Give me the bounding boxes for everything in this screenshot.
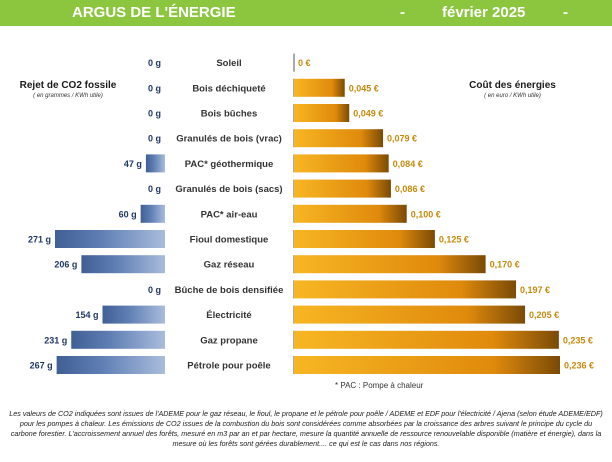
category-label: Électricité <box>206 310 251 321</box>
title-separator-left: - <box>400 4 405 21</box>
co2-value-label: 271 g <box>28 235 51 245</box>
category-label: Bûche de bois densifiée <box>175 285 284 296</box>
cost-value-label: 0,079 € <box>387 134 417 144</box>
cost-bar <box>294 280 517 299</box>
cost-bar <box>294 179 391 198</box>
cost-bar <box>294 204 407 223</box>
co2-value-label: 60 g <box>119 209 137 219</box>
category-label: PAC* géothermique <box>185 159 274 170</box>
cost-value-label: 0,086 € <box>395 184 425 194</box>
category-label: Soleil <box>216 58 241 69</box>
co2-value-label: 0 g <box>148 184 161 194</box>
cost-bar <box>294 78 345 97</box>
category-label: Gaz réseau <box>204 260 255 271</box>
category-label: PAC* air-eau <box>201 209 258 220</box>
cost-value-label: 0,170 € <box>490 260 520 270</box>
cost-bar <box>294 305 526 324</box>
co2-value-label: 0 g <box>148 83 161 93</box>
category-label: Pétrole pour poêle <box>187 361 270 372</box>
cost-value-label: 0,205 € <box>529 310 559 320</box>
co2-bar <box>145 154 165 173</box>
co2-value-label: 231 g <box>44 335 67 345</box>
cost-bar <box>294 230 435 248</box>
cost-bar <box>294 330 559 349</box>
category-label: Fioul domestique <box>190 235 269 246</box>
cost-bar <box>294 356 560 374</box>
co2-bar <box>56 356 166 374</box>
co2-bar <box>140 204 165 223</box>
co2-panel-subtitle: ( en grammes / KWh utile) <box>33 93 103 99</box>
cost-bar <box>294 255 486 274</box>
co2-value-label: 0 g <box>148 285 161 295</box>
cost-value-label: 0,049 € <box>353 109 383 119</box>
co2-value-label: 154 g <box>75 310 98 320</box>
title-separator-right: - <box>563 4 568 21</box>
date-label: février 2025 <box>442 4 526 21</box>
co2-bar <box>71 330 165 349</box>
cost-bar <box>294 104 350 122</box>
sources-note: Les valeurs de CO2 indiquées sont issues… <box>9 409 603 448</box>
cost-value-label: 0,236 € <box>564 361 594 371</box>
co2-bar <box>102 305 165 324</box>
co2-value-label: 47 g <box>124 159 142 169</box>
cost-value-label: 0,045 € <box>349 83 379 93</box>
cost-value-label: 0,197 € <box>520 285 550 295</box>
cost-value-label: 0,100 € <box>411 209 441 219</box>
category-label: Bois bûches <box>201 109 258 120</box>
header-banner: ARGUS DE L'ÉNERGIE - février 2025 - <box>0 0 612 26</box>
cost-value-label: 0,235 € <box>563 335 593 345</box>
co2-bar <box>55 230 165 248</box>
category-label: Bois déchiqueté <box>192 83 265 94</box>
cost-bar <box>294 154 389 173</box>
co2-value-label: 267 g <box>30 361 53 371</box>
cost-value-label: 0 € <box>298 58 311 68</box>
category-label: Granulés de bois (sacs) <box>175 184 282 195</box>
co2-value-label: 0 g <box>148 134 161 144</box>
co2-bar <box>81 255 165 274</box>
cost-panel-title: Coût des énergies <box>469 80 556 91</box>
cost-panel-subtitle: ( en euro / KWh utile) <box>484 93 541 99</box>
cost-value-label: 0,084 € <box>393 159 423 169</box>
co2-value-label: 206 g <box>54 260 77 270</box>
energy-chart: Soleil 0 g 0 € Bois déchiqueté 0 g 0,045 € Boi… <box>28 53 594 374</box>
co2-value-label: 0 g <box>148 109 161 119</box>
page-title: ARGUS DE L'ÉNERGIE <box>72 4 236 21</box>
cost-value-label: 0,125 € <box>439 235 469 245</box>
category-label: Gaz propane <box>200 335 258 346</box>
pac-footnote: * PAC : Pompe à chaleur <box>335 381 424 390</box>
category-label: Granulés de bois (vrac) <box>176 134 282 145</box>
cost-bar <box>294 129 384 148</box>
co2-panel-title: Rejet de CO2 fossile <box>19 80 117 91</box>
co2-value-label: 0 g <box>148 58 161 68</box>
